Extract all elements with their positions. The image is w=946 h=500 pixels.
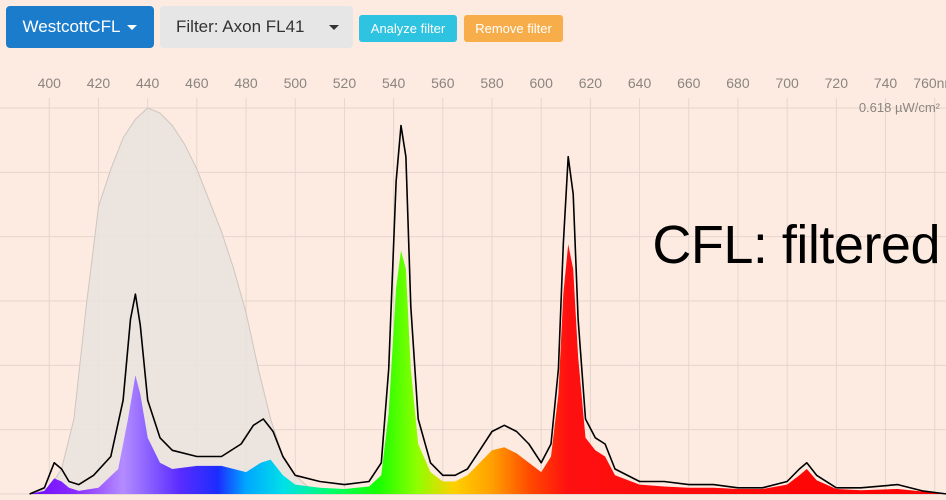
- filter-label: Filter: Axon FL41: [176, 17, 305, 36]
- x-tick-labels: 400 420 440 460 480 500 520 540 560 580 600 620 640 6…: [38, 75, 946, 91]
- x-tick-label: 420: [87, 75, 111, 91]
- series-layer: [29, 107, 946, 495]
- x-tick-label: 460: [185, 75, 209, 91]
- x-tick-label: 500: [284, 75, 308, 91]
- x-tick-label: 700: [775, 75, 799, 91]
- unfiltered-spectrum-line: [29, 124, 946, 495]
- x-tick-label: 640: [628, 75, 652, 91]
- remove-filter-button[interactable]: Remove filter: [464, 15, 563, 42]
- x-tick-label: 580: [480, 75, 504, 91]
- x-tick-label: 660: [677, 75, 701, 91]
- x-tick-label: 720: [825, 75, 849, 91]
- x-tick-label: 480: [234, 75, 258, 91]
- analyze-filter-button[interactable]: Analyze filter: [359, 15, 457, 42]
- filter-dropdown[interactable]: Filter: Axon FL41: [160, 6, 353, 48]
- toolbar: WestcottCFL Filter: Axon FL41 Analyze fi…: [0, 0, 946, 52]
- light-source-dropdown[interactable]: WestcottCFL: [6, 6, 154, 48]
- x-tick-label: 740: [874, 75, 898, 91]
- x-tick-label: 600: [530, 75, 554, 91]
- x-tick-label: 760nm: [913, 75, 946, 91]
- y-max-label: 0.618 µW/cm²: [859, 100, 941, 115]
- x-tick-label: 680: [726, 75, 750, 91]
- x-tick-label: 560: [431, 75, 455, 91]
- light-source-label: WestcottCFL: [22, 17, 121, 36]
- x-tick-label: 440: [136, 75, 160, 91]
- x-tick-label: 540: [382, 75, 406, 91]
- x-tick-label: 520: [333, 75, 357, 91]
- overlay-caption: CFL: filtered: [652, 215, 940, 275]
- filtered-spectrum-area: [29, 244, 946, 494]
- chevron-down-icon: [329, 25, 339, 30]
- x-tick-label: 620: [579, 75, 603, 91]
- chevron-down-icon: [127, 24, 138, 30]
- x-tick-label: 400: [38, 75, 62, 91]
